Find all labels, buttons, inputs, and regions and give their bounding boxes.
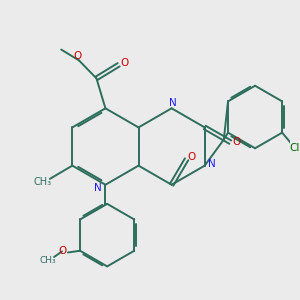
Text: N: N [169,98,177,108]
Text: CH₃: CH₃ [34,177,52,187]
Text: Cl: Cl [289,143,299,153]
Text: O: O [232,137,241,147]
Text: N: N [208,159,216,169]
Text: O: O [120,58,128,68]
Text: O: O [58,246,66,256]
Text: O: O [188,152,196,161]
Text: O: O [73,51,81,61]
Text: N: N [94,182,102,193]
Text: CH₃: CH₃ [40,256,56,265]
